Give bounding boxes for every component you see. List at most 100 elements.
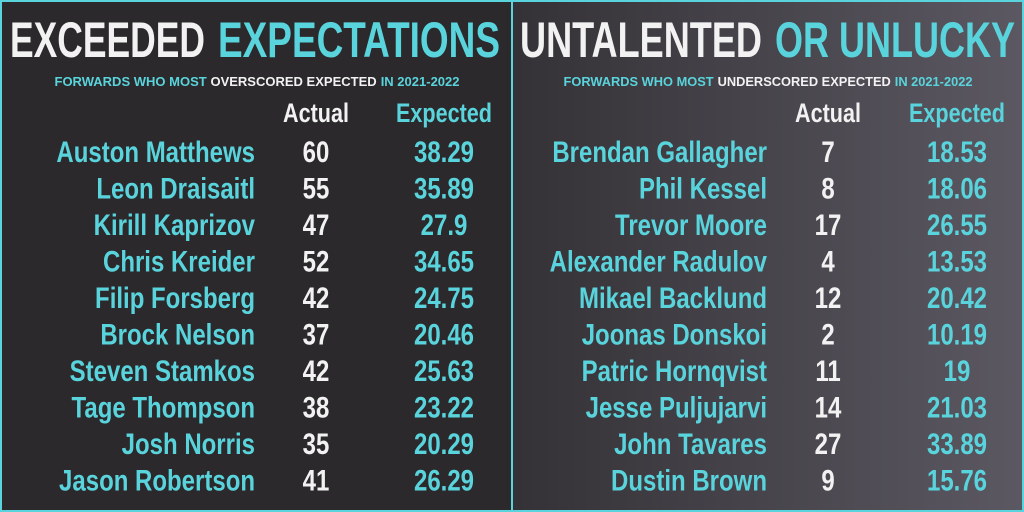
player-name-group: Brendan Gallagher: [552, 134, 767, 168]
expected-goals-group: 21.03: [927, 390, 987, 424]
player-name-group: Filip Forsberg: [95, 280, 255, 314]
player-name: Alexander Radulov: [550, 244, 767, 278]
expected-goals-group: 20.46: [414, 317, 474, 351]
expected-goals-group: 34.65: [414, 244, 474, 278]
expected-goals: 38.29: [414, 134, 474, 168]
header-expected-group: Expected: [396, 99, 492, 129]
actual-goals-group: 52: [303, 244, 330, 278]
player-name-group: Leon Draisaitl: [96, 171, 255, 205]
actual-goals: 37: [303, 317, 330, 351]
player-name: Filip Forsberg: [95, 280, 255, 314]
actual-goals: 7: [821, 134, 834, 168]
actual-goals: 12: [815, 280, 842, 314]
actual-goals-group: 60: [303, 134, 330, 168]
expected-goals: 21.03: [927, 390, 987, 424]
expected-goals-group: 19: [944, 353, 971, 387]
actual-goals: 42: [303, 280, 330, 314]
expected-goals: 23.22: [414, 390, 474, 424]
actual-goals-group: 37: [303, 317, 330, 351]
expected-goals-group: 26.29: [414, 463, 474, 497]
player-name: Jason Robertson: [59, 463, 255, 497]
expected-goals: 26.55: [927, 207, 987, 241]
expected-goals: 25.63: [414, 353, 474, 387]
expected-goals-group: 24.75: [414, 280, 474, 314]
actual-goals: 41: [303, 463, 330, 497]
player-name-group: Alexander Radulov: [550, 244, 767, 278]
actual-goals: 55: [303, 171, 330, 205]
left-panel: [0, 0, 511, 512]
expected-goals: 26.29: [414, 463, 474, 497]
actual-goals-group: 14: [815, 390, 842, 424]
player-name-group: Josh Norris: [122, 426, 255, 460]
expected-goals-group: 18.53: [927, 134, 987, 168]
player-name-group: Steven Stamkos: [70, 353, 255, 387]
player-name-group: Trevor Moore: [615, 207, 767, 241]
title-part: OR UNLUCKY: [775, 12, 1015, 68]
player-name-group: Phil Kessel: [639, 171, 767, 205]
actual-goals: 42: [303, 353, 330, 387]
player-name: Jesse Puljujarvi: [586, 390, 767, 424]
header-actual: Actual: [283, 99, 349, 129]
actual-goals-group: 11: [815, 353, 840, 387]
player-name: Auston Matthews: [56, 134, 255, 168]
player-name: Brendan Gallagher: [552, 134, 767, 168]
expected-goals-group: 20.29: [414, 426, 474, 460]
player-name: Phil Kessel: [639, 171, 767, 205]
actual-goals-group: 42: [303, 280, 330, 314]
right-panel: [513, 0, 1024, 512]
player-name: Dustin Brown: [611, 463, 767, 497]
subtitle-part: OVERSCORED EXPECTED: [210, 74, 376, 89]
expected-goals: 20.42: [927, 280, 987, 314]
actual-goals: 8: [821, 171, 834, 205]
actual-goals-group: 35: [303, 426, 330, 460]
player-name: Chris Kreider: [103, 244, 255, 278]
subtitle-part: IN 2021-2022: [381, 74, 460, 89]
player-name-group: Kirill Kaprizov: [94, 207, 255, 241]
actual-goals: 38: [303, 390, 330, 424]
expected-goals: 10.19: [927, 317, 987, 351]
player-name: Kirill Kaprizov: [94, 207, 255, 241]
actual-goals-group: 41: [303, 463, 330, 497]
actual-goals-group: 12: [815, 280, 842, 314]
actual-goals: 47: [303, 207, 330, 241]
subtitle-part: FORWARDS WHO MOST: [564, 74, 714, 89]
actual-goals-group: 9: [821, 463, 834, 497]
expected-goals-group: 23.22: [414, 390, 474, 424]
player-name-group: Mikael Backlund: [579, 280, 767, 314]
expected-goals-group: 15.76: [927, 463, 987, 497]
expected-goals-group: 13.53: [927, 244, 987, 278]
header-actual: Actual: [795, 99, 861, 129]
actual-goals: 35: [303, 426, 330, 460]
player-name: Mikael Backlund: [579, 280, 767, 314]
subtitle-part: FORWARDS WHO MOST: [55, 74, 207, 89]
actual-goals: 27: [815, 426, 842, 460]
player-name-group: Jason Robertson: [59, 463, 255, 497]
player-name-group: Tage Thompson: [72, 390, 255, 424]
header-expected: Expected: [909, 99, 1005, 129]
actual-goals-group: 38: [303, 390, 330, 424]
header-expected: Expected: [396, 99, 492, 129]
player-name-group: John Tavares: [614, 426, 767, 460]
actual-goals-group: 8: [821, 171, 834, 205]
title-part: EXCEEDED: [10, 12, 205, 68]
actual-goals: 11: [815, 353, 840, 387]
header-actual-group: Actual: [795, 99, 861, 129]
expected-goals: 33.89: [927, 426, 987, 460]
expected-goals: 15.76: [927, 463, 987, 497]
title-part: UNTALENTED: [520, 12, 762, 68]
subtitle-part: IN 2021-2022: [895, 74, 973, 89]
expected-goals: 35.89: [414, 171, 474, 205]
player-name: John Tavares: [614, 426, 767, 460]
expected-goals-group: 38.29: [414, 134, 474, 168]
actual-goals-group: 27: [815, 426, 842, 460]
expected-goals-group: 20.42: [927, 280, 987, 314]
player-name: Trevor Moore: [615, 207, 767, 241]
subtitle-part: UNDERSCORED EXPECTED: [718, 74, 891, 89]
player-name: Leon Draisaitl: [96, 171, 255, 205]
actual-goals-group: 47: [303, 207, 330, 241]
player-name: Josh Norris: [122, 426, 255, 460]
expected-goals: 20.46: [414, 317, 474, 351]
